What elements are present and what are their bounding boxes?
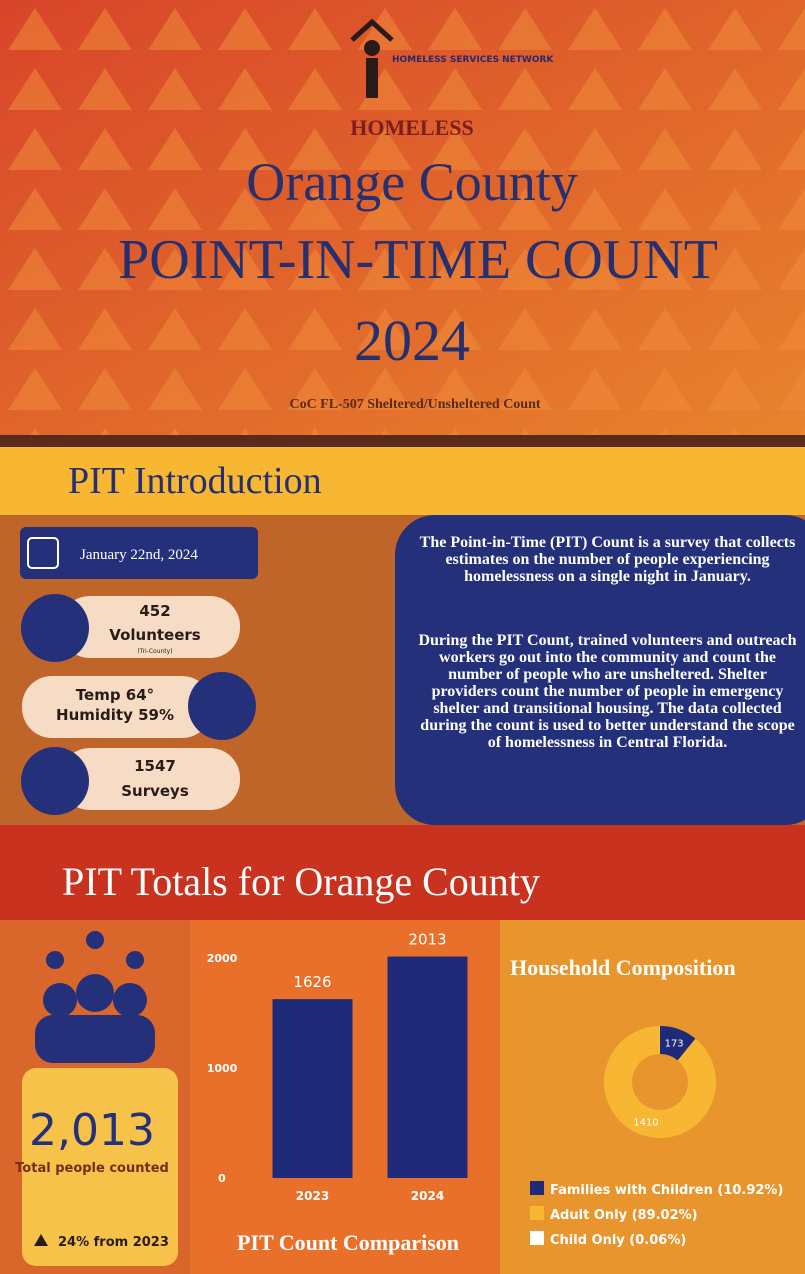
intro-paragraph: During the PIT Count, trained volunteers… [415,632,800,751]
temp: Temp 64° [76,686,154,704]
value-label: 2013 [408,931,446,949]
section-heading: PIT Totals for Orange County [62,859,540,904]
title-line: Orange County [246,152,577,212]
volunteer-number: 452 [139,602,170,620]
value-label: 173 [665,1038,684,1049]
legend-label: Child Only (0.06%) [550,1233,686,1248]
value-label: 1410 [633,1118,658,1129]
survey-number: 1547 [134,757,176,775]
divider [0,435,805,447]
y-tick-label: 2000 [207,952,238,965]
org-name: HOMELESS SERVICES NETWORK [392,55,554,65]
total-count: 2,013 [29,1105,155,1156]
hands-icon [21,594,89,662]
legend-swatch [530,1231,544,1245]
change: 24% from 2023 [58,1235,169,1250]
survey-label: Surveys [121,782,189,800]
bar [273,999,353,1178]
x-tick-label: 2024 [411,1189,444,1203]
total-label: Total people counted [15,1161,169,1176]
section-heading: PIT Introduction [68,460,322,502]
legend-label: Adult Only (89.02%) [550,1208,698,1223]
legend-label: Families with Children (10.92%) [550,1183,783,1198]
x-tick-label: 2023 [296,1189,329,1203]
page: HOMELESS SERVICES NETWORK HOMELESS Orang… [0,0,805,1274]
intro-paragraph: The Point-in-Time (PIT) Count is a surve… [415,534,800,585]
date: January 22nd, 2024 [80,547,198,563]
value-label: 1626 [293,973,331,991]
bar [388,957,468,1178]
title-line: POINT-IN-TIME COUNT [118,229,718,291]
y-tick-label: 0 [218,1172,226,1185]
humidity: Humidity 59% [56,706,174,724]
volunteer-note: (Tri-County) [137,648,172,655]
clipboard-icon [21,747,89,815]
volunteer-label: Volunteers [109,626,201,644]
kicker: HOMELESS [350,115,473,140]
title-line: 2024 [354,308,470,373]
legend-swatch [530,1181,544,1195]
y-tick-label: 1000 [207,1062,238,1075]
weather-icon [188,672,256,740]
chart-title: Household Composition [510,955,736,980]
legend-swatch [530,1206,544,1220]
chart-title: PIT Count Comparison [237,1230,459,1255]
subtitle: CoC FL-507 Sheltered/Unsheltered Count [289,397,540,412]
